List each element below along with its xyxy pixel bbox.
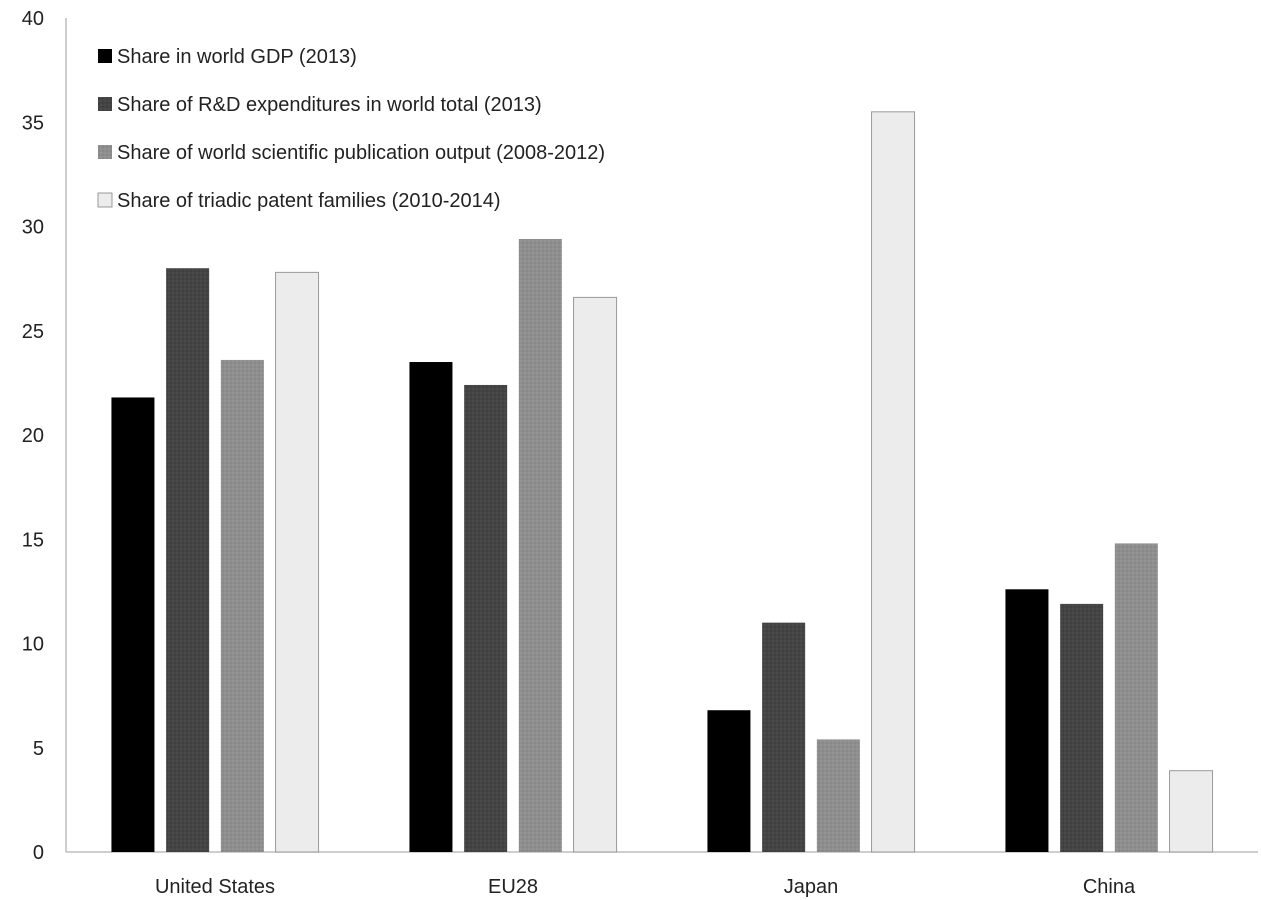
y-tick-label: 10	[22, 634, 44, 656]
x-tick-label: EU28	[488, 876, 538, 898]
y-tick-label: 20	[22, 425, 44, 447]
bar	[220, 359, 264, 852]
legend: Share in world GDP (2013) Share of R&D ex…	[97, 46, 605, 212]
bar	[464, 384, 508, 852]
legend-swatch	[98, 145, 112, 159]
bar	[409, 362, 453, 852]
bar	[1169, 770, 1214, 853]
legend-swatch	[97, 192, 113, 208]
y-tick-label: 30	[22, 217, 44, 239]
legend-label: Share of world scientific publication ou…	[117, 142, 605, 164]
x-axis: United States EU28 Japan China	[66, 851, 1258, 898]
bar	[1005, 589, 1049, 852]
bar	[707, 710, 751, 852]
y-tick-label: 15	[22, 529, 44, 551]
legend-swatch	[98, 97, 112, 111]
y-tick-label: 35	[22, 112, 44, 134]
y-tick-label: 25	[22, 321, 44, 343]
bar	[111, 397, 155, 852]
legend-label: Share of R&D expenditures in world total…	[117, 94, 542, 116]
bar	[816, 739, 860, 852]
y-axis: 0 5 10 15 20 25 30 35 40	[22, 8, 67, 864]
bar	[762, 622, 806, 852]
bar	[166, 268, 210, 852]
y-tick-label: 40	[22, 8, 44, 30]
bar	[871, 111, 916, 853]
x-tick-label: China	[1083, 876, 1136, 898]
bar	[275, 271, 320, 853]
bars	[111, 111, 1214, 853]
legend-label: Share in world GDP (2013)	[117, 46, 357, 68]
bar	[573, 296, 618, 853]
y-tick-label: 5	[33, 738, 44, 760]
bar	[1060, 603, 1104, 852]
y-tick-label: 0	[33, 842, 44, 864]
legend-swatch	[98, 49, 112, 63]
bar	[518, 239, 562, 852]
x-tick-label: Japan	[784, 876, 839, 898]
x-tick-label: United States	[155, 876, 275, 898]
legend-label: Share of triadic patent families (2010-2…	[117, 190, 501, 212]
bar	[1114, 543, 1158, 852]
